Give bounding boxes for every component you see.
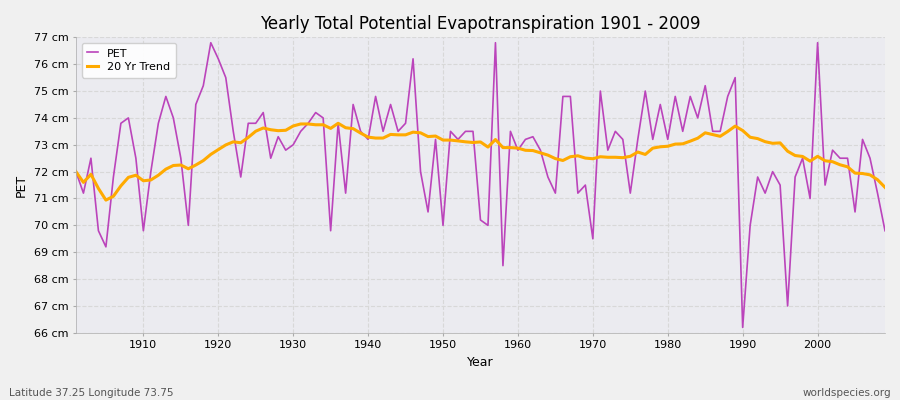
20 Yr Trend [333, 121, 344, 126]
20 Yr Trend [302, 122, 313, 126]
20 Yr Trend [520, 148, 531, 153]
Legend: PET, 20 Yr Trend: PET, 20 Yr Trend [82, 43, 176, 78]
20 Yr Trend [879, 185, 890, 190]
20 Yr Trend [617, 155, 628, 160]
PET [347, 102, 358, 107]
X-axis label: Year: Year [467, 356, 494, 369]
PET [130, 156, 141, 161]
PET [302, 121, 313, 126]
20 Yr Trend [138, 178, 148, 183]
PET [520, 137, 531, 142]
PET [70, 169, 81, 174]
Text: worldspecies.org: worldspecies.org [803, 388, 891, 398]
Text: Latitude 37.25 Longitude 73.75: Latitude 37.25 Longitude 73.75 [9, 388, 174, 398]
PET [879, 228, 890, 233]
PET [512, 148, 523, 152]
20 Yr Trend [70, 169, 81, 174]
Line: 20 Yr Trend: 20 Yr Trend [76, 123, 885, 200]
Title: Yearly Total Potential Evapotranspiration 1901 - 2009: Yearly Total Potential Evapotranspiratio… [260, 15, 701, 33]
Line: PET: PET [76, 43, 885, 328]
PET [205, 40, 216, 45]
20 Yr Trend [356, 131, 366, 136]
20 Yr Trend [527, 148, 538, 153]
PET [737, 325, 748, 330]
PET [610, 129, 621, 134]
20 Yr Trend [101, 198, 112, 202]
Y-axis label: PET: PET [15, 174, 28, 197]
